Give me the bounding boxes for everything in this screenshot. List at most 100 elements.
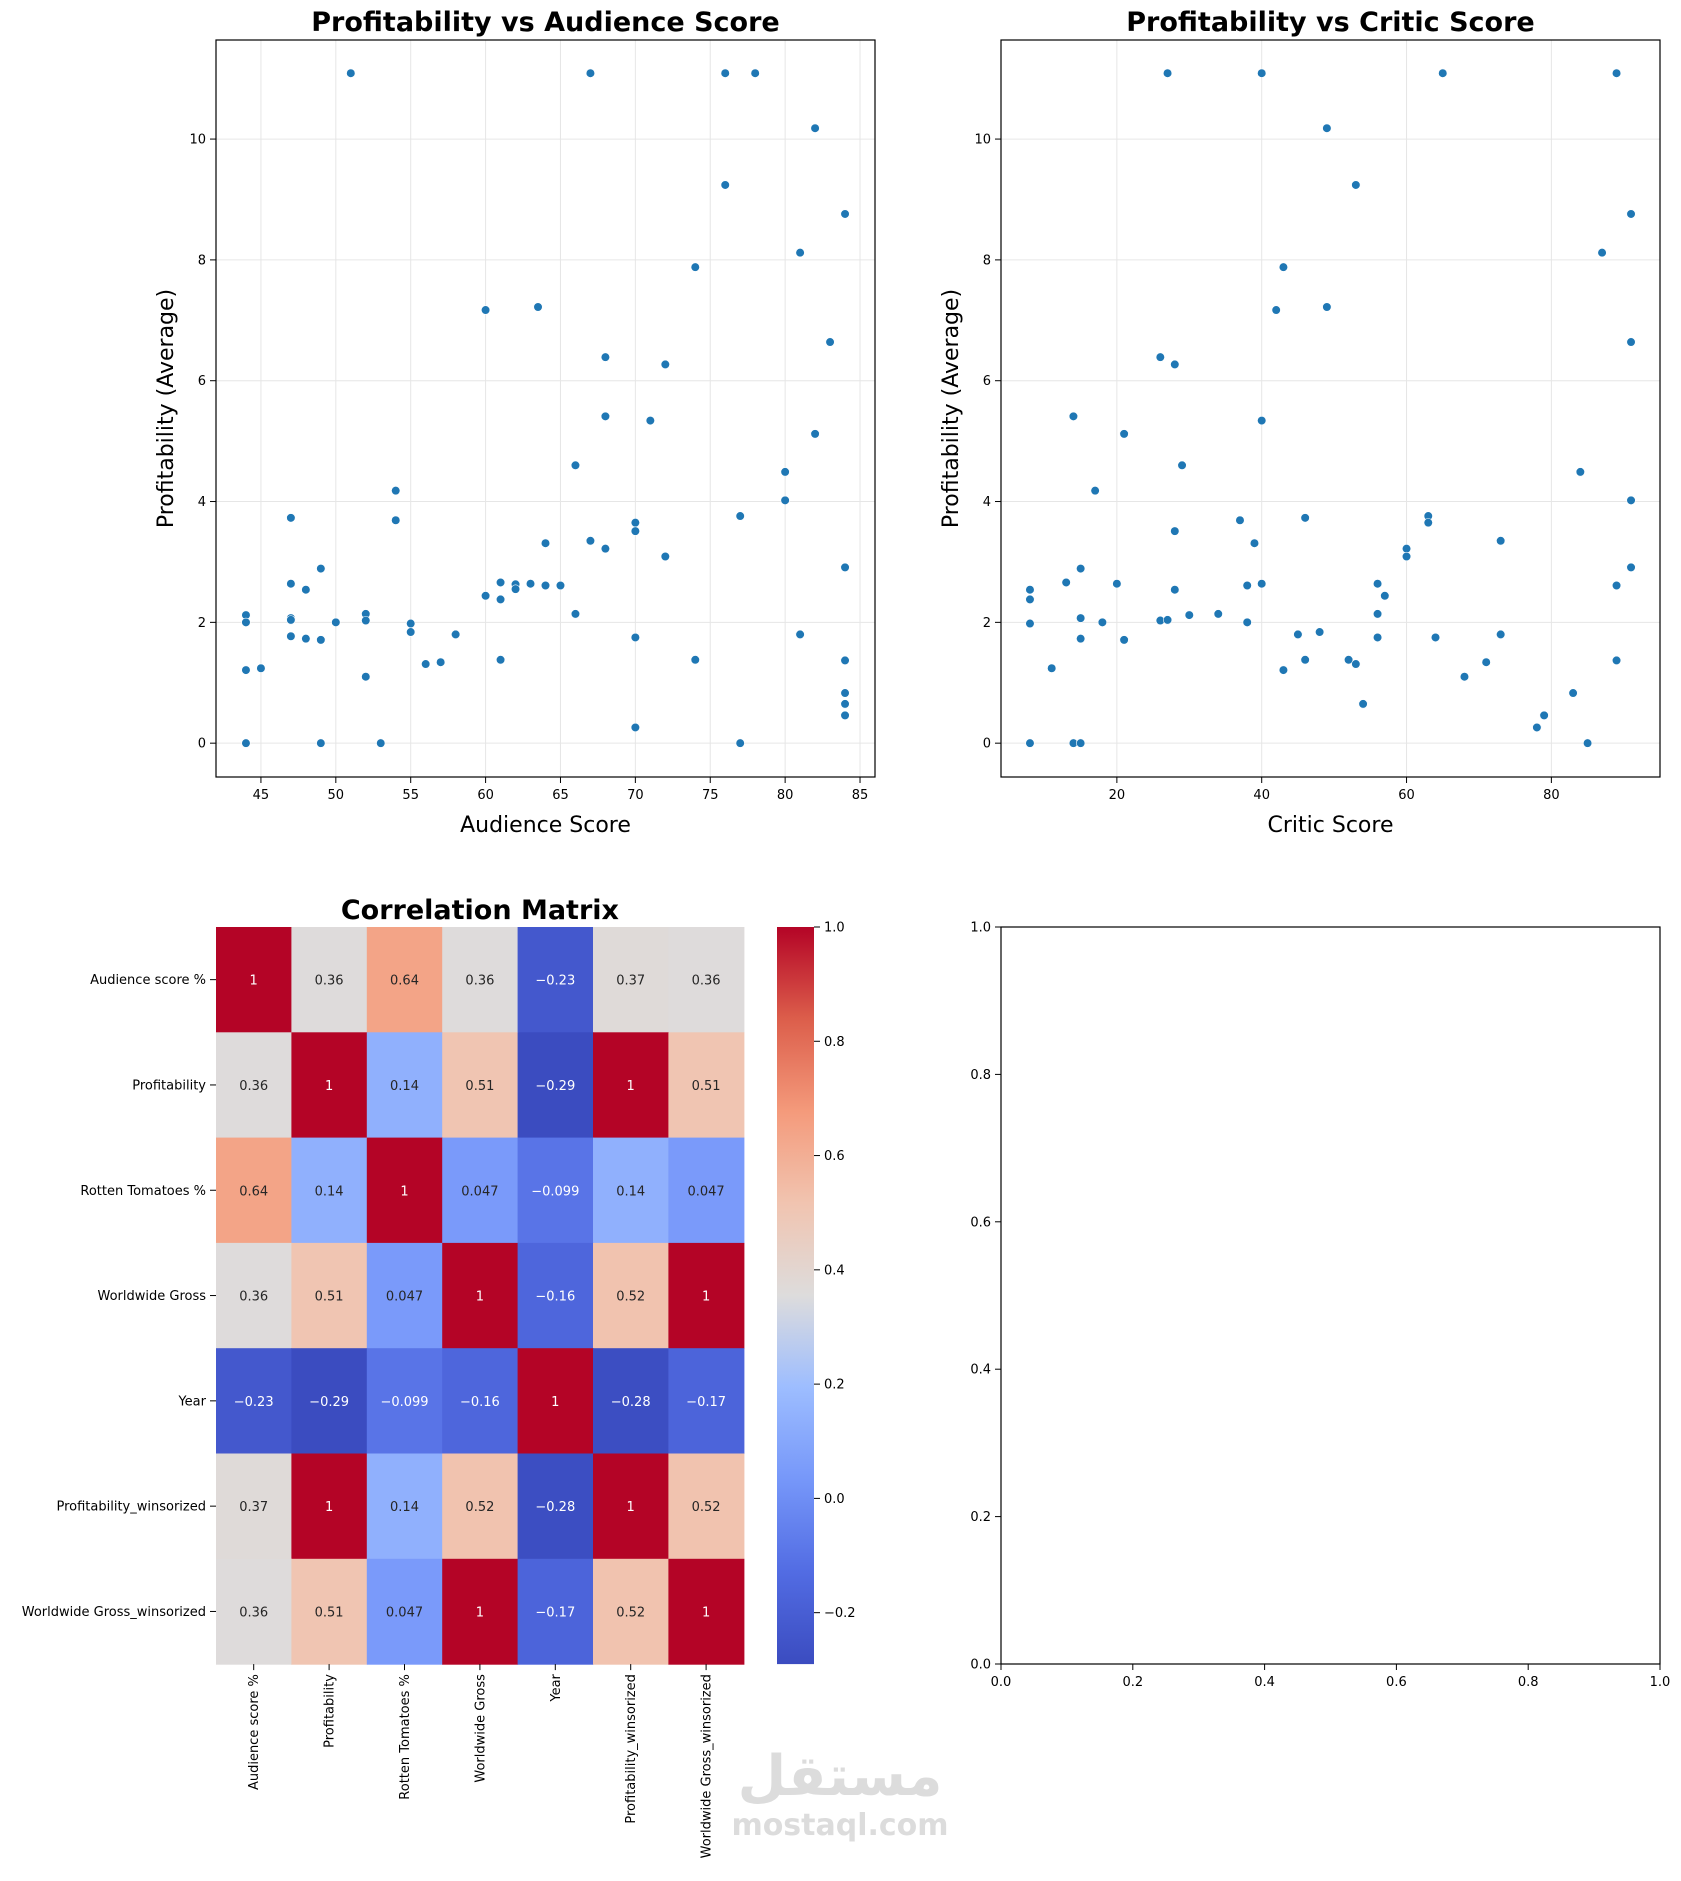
data-point	[1611, 68, 1622, 78]
data-point	[1061, 577, 1071, 588]
data-point	[690, 262, 700, 272]
data-point	[1459, 672, 1470, 682]
col-label: Rotten Tomatoes %	[398, 1674, 413, 1800]
data-point	[495, 577, 506, 588]
data-point	[1097, 617, 1107, 627]
data-point	[1076, 613, 1086, 623]
y-tick-label: 0.2	[970, 1510, 991, 1525]
y-tick-label: 1.0	[970, 921, 991, 936]
heatmap-cell	[216, 1348, 292, 1455]
data-point	[406, 618, 416, 629]
x-tick-label: 40	[1253, 788, 1270, 803]
heatmap-cell	[517, 927, 594, 1033]
data-point	[1539, 710, 1549, 720]
heatmap-cell-label: −0.17	[686, 1395, 726, 1410]
y-tick-label: 0	[983, 737, 991, 752]
heatmap-cell-label: 1	[476, 1290, 484, 1305]
heatmap-cell-label: 0.64	[390, 974, 419, 989]
data-point	[331, 617, 341, 627]
data-point	[1025, 594, 1035, 604]
heatmap-cell	[366, 1242, 443, 1349]
data-point	[480, 591, 491, 601]
data-point	[1532, 722, 1542, 733]
data-point	[600, 411, 611, 421]
col-label: Worldwide Gross	[473, 1674, 488, 1783]
data-point	[1626, 209, 1636, 219]
data-point	[795, 248, 805, 258]
scatter-chart-1: 20 40 60 80 0 2 4 6 8 10 Profitability vs Critic S…	[939, 7, 1661, 838]
heatmap-cell-label: 1	[250, 974, 258, 989]
heatmap-cell-label: 0.14	[390, 1500, 419, 1515]
data-point	[346, 68, 356, 78]
data-point	[1611, 655, 1622, 666]
data-point	[286, 513, 296, 523]
data-point	[600, 352, 611, 362]
data-point	[1213, 609, 1223, 619]
heatmap-cell	[442, 1453, 519, 1560]
data-point	[361, 615, 371, 626]
y-tick-label: 10	[189, 133, 206, 148]
heatmap-cell-label: 0.64	[239, 1184, 268, 1199]
x-tick-label: 85	[852, 788, 869, 803]
data-point	[1372, 632, 1383, 643]
heatmap-cell	[216, 1558, 292, 1665]
data-point	[1047, 663, 1057, 673]
data-point	[1322, 302, 1332, 312]
heatmap-cell-label: 1	[325, 1500, 333, 1515]
data-point	[1249, 538, 1260, 548]
data-point	[391, 486, 401, 496]
data-point	[1300, 655, 1310, 665]
row-label: Rotten Tomatoes %	[80, 1184, 206, 1199]
heatmap-cell-label: −0.099	[380, 1395, 428, 1410]
data-point	[1076, 738, 1086, 748]
data-point	[780, 467, 790, 477]
data-point	[795, 629, 805, 640]
chart-title: Profitability vs Audience Score	[311, 7, 779, 38]
heatmap-cell	[668, 1348, 745, 1455]
data-point	[1257, 415, 1267, 426]
data-point	[810, 429, 820, 439]
heatmap-cell-label: 0.36	[692, 974, 721, 989]
data-point	[1170, 585, 1180, 595]
x-tick-label: 75	[702, 788, 719, 803]
heatmap-chart: 1 0.36 0.64 0.36 −0.23 0.37 0.36 0.36 1 0.14 0.51 −…	[22, 895, 856, 1858]
data-point	[241, 738, 251, 748]
data-point	[840, 688, 850, 698]
data-point	[286, 579, 296, 589]
data-point	[840, 209, 850, 219]
data-point	[585, 68, 596, 78]
colorbar-tick-label: 1.0	[824, 921, 845, 936]
data-point	[1155, 352, 1165, 362]
heatmap-cell-label: 0.52	[616, 1605, 645, 1620]
data-point	[1090, 486, 1100, 496]
heatmap-cell-label: −0.28	[611, 1395, 651, 1410]
heatmap-cell-label: −0.16	[460, 1395, 500, 1410]
data-point	[1119, 635, 1129, 645]
heatmap-cell	[668, 1453, 745, 1560]
heatmap-cell	[442, 1242, 519, 1349]
heatmap-cell-label: −0.29	[309, 1395, 349, 1410]
heatmap-cell	[291, 1558, 368, 1665]
heatmap-cell	[517, 1558, 594, 1665]
data-point	[391, 515, 401, 525]
data-point	[1278, 262, 1289, 272]
data-point	[1351, 180, 1361, 190]
data-point	[645, 415, 655, 426]
data-point	[510, 584, 521, 594]
data-point	[495, 655, 506, 665]
row-label: Year	[177, 1394, 206, 1409]
heatmap-cell-label: −0.17	[535, 1605, 575, 1620]
heatmap-cell-label: 1	[702, 1605, 710, 1620]
data-point	[525, 579, 536, 589]
y-tick-label: 0.6	[970, 1215, 991, 1230]
data-point	[241, 665, 251, 675]
data-point	[585, 536, 596, 546]
heatmap-cell	[593, 1348, 669, 1455]
heatmap-cell-label: 1	[627, 1500, 635, 1515]
heatmap-cell-label: 0.51	[465, 1079, 494, 1094]
y-axis-label: Profitability (Average)	[939, 289, 964, 528]
heatmap-cell	[668, 1137, 745, 1244]
x-tick-label: 1.0	[1650, 1675, 1671, 1690]
data-point	[1235, 515, 1245, 525]
